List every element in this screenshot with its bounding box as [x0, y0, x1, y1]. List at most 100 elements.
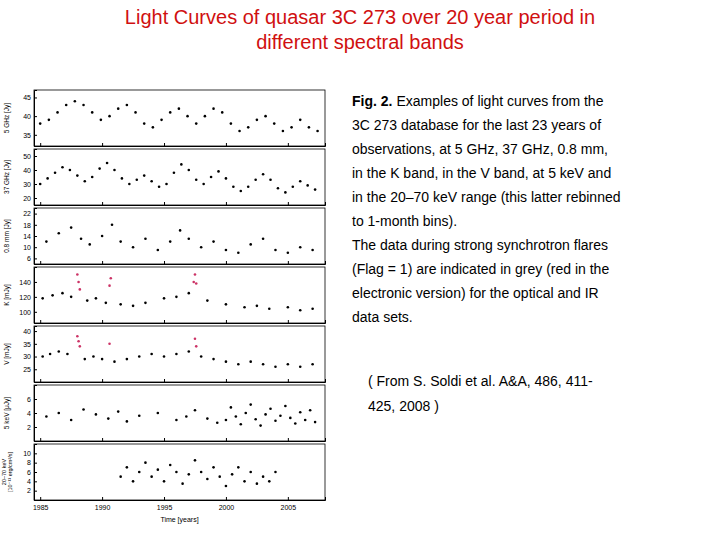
data-point: [150, 353, 153, 356]
x-tick-mark: [102, 261, 103, 264]
y-tick-mark: [34, 225, 37, 226]
data-point: [163, 297, 166, 300]
x-tick-label: 1990: [95, 504, 111, 511]
data-point: [194, 273, 197, 276]
data-point: [57, 412, 60, 415]
caption-line: electronic version) for the optical and …: [352, 285, 599, 301]
x-tick: [288, 379, 289, 382]
data-point: [194, 459, 197, 462]
data-point: [107, 417, 110, 420]
y-tick-mark: [34, 247, 37, 248]
data-point: [70, 419, 73, 422]
data-point: [144, 238, 147, 241]
x-axis: [35, 143, 326, 147]
data-point: [74, 100, 77, 103]
data-point: [48, 119, 51, 122]
data-point: [282, 130, 285, 133]
x-tick: [102, 379, 103, 382]
x-tick: 2005: [281, 497, 297, 511]
data-point: [56, 111, 59, 114]
slide-title: different spectral bands: [256, 31, 464, 53]
data-point: [311, 308, 314, 311]
data-point: [200, 246, 203, 249]
data-point: [187, 473, 190, 476]
data-point: [238, 130, 241, 133]
data-point: [132, 480, 135, 483]
data-point: [144, 461, 147, 464]
data-point: [175, 296, 178, 299]
y-tick-label: 6: [27, 469, 31, 476]
data-point: [206, 478, 209, 481]
x-tick: [226, 320, 227, 323]
data-point: [187, 292, 190, 295]
data-point: [91, 111, 94, 114]
data-point: [80, 238, 83, 241]
data-point: [294, 422, 297, 425]
data-point: [249, 360, 252, 363]
data-point: [244, 412, 247, 415]
series: [45, 224, 314, 255]
x-tick-label: 1995: [157, 504, 173, 511]
data-layer: [41, 273, 314, 311]
y-tick: 22: [23, 210, 37, 217]
y-axis-line: [35, 445, 38, 501]
data-point: [105, 302, 108, 305]
y-tick: 4: [27, 410, 37, 417]
x-tick: 1990: [95, 497, 111, 511]
data-point: [138, 355, 141, 358]
x-tick-mark: [40, 497, 41, 500]
data-layer: [119, 459, 276, 487]
data-layer: [39, 100, 319, 132]
data-point: [66, 353, 69, 356]
y-tick-mark: [34, 170, 37, 171]
y-tick-label: 30: [23, 353, 31, 360]
data-point: [57, 350, 60, 353]
y-tick-mark: [34, 282, 37, 283]
x-tick: [40, 261, 41, 264]
y-tick: 6: [27, 255, 37, 262]
background: [0, 0, 720, 540]
series: [39, 100, 319, 132]
y-axis-title: V [mJy]: [3, 343, 11, 365]
data-point: [185, 415, 188, 418]
data-point: [82, 104, 85, 107]
y-tick-label: 4: [27, 478, 31, 485]
data-point: [165, 183, 168, 186]
data-point: [306, 184, 309, 187]
x-tick: 1995: [157, 497, 173, 511]
x-tick-mark: [226, 143, 227, 146]
y-axis: 25303540: [23, 327, 37, 383]
x-tick-mark: [288, 438, 289, 441]
panel: 2030405037 GHz [Jy]: [3, 149, 326, 206]
plot-frame: [34, 149, 325, 205]
y-tick-label: 30: [23, 181, 31, 188]
y-tick: 2: [27, 424, 37, 431]
y-axis-title: [10⁻¹¹ erg/cm²/s]: [7, 451, 13, 492]
data-point: [206, 299, 209, 302]
caption-line: in the 20–70 keV range (this latter rebi…: [352, 189, 621, 205]
x-tick: [40, 379, 41, 382]
y-axis-title: K [mJy]: [3, 284, 11, 306]
data-point: [237, 466, 240, 469]
data-point: [274, 471, 277, 474]
data-point: [262, 238, 265, 241]
x-tick-mark: [164, 261, 165, 264]
data-point: [212, 107, 215, 110]
data-point: [121, 177, 124, 180]
data-point: [232, 186, 235, 189]
panel: 2468101985199019952000200520–70 keV[10⁻¹…: [1, 444, 326, 524]
data-point: [249, 471, 252, 474]
data-point: [269, 179, 272, 182]
x-tick: [164, 143, 165, 146]
data-point: [45, 240, 48, 243]
y-tick-mark: [34, 344, 37, 345]
data-point: [169, 240, 172, 243]
data-point: [76, 273, 79, 276]
data-point: [157, 249, 160, 252]
data-point: [187, 238, 190, 241]
x-tick-mark: [288, 202, 289, 205]
data-point: [249, 403, 252, 406]
x-tick: [288, 261, 289, 264]
data-point: [204, 115, 207, 118]
plot-frame: [34, 326, 325, 382]
